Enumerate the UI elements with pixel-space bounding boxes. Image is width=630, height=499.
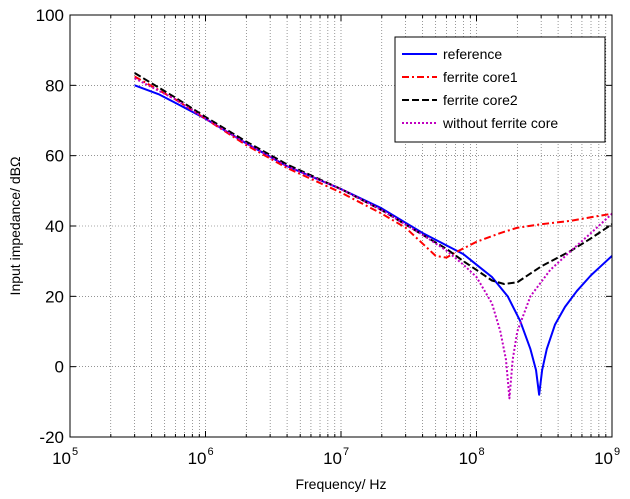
x-tick-exponent: 5: [72, 446, 78, 458]
x-tick-label: 10 8: [459, 446, 485, 468]
x-axis-label: Frequency/ Hz: [295, 476, 386, 492]
x-tick-base: 10: [188, 449, 207, 468]
y-tick-label: 80: [45, 76, 64, 95]
x-tick-label: 10 7: [323, 446, 349, 468]
series-line-1: [134, 75, 613, 259]
x-tick-base: 10: [52, 449, 71, 468]
legend-label: reference: [443, 46, 502, 62]
y-tick-label: -20: [39, 428, 64, 447]
y-axis-label: Input impedance/ dBΩ: [7, 157, 23, 296]
legend-label: ferrite core1: [443, 69, 518, 85]
x-tick-base: 10: [459, 449, 478, 468]
x-tick-base: 10: [323, 449, 342, 468]
series-line-2: [134, 72, 613, 286]
x-tick-label: 10 9: [594, 446, 620, 468]
y-tick-label: 20: [45, 287, 64, 306]
legend-label: ferrite core2: [443, 92, 518, 108]
x-tick-exponent: 7: [343, 446, 349, 458]
y-tick-label: 40: [45, 217, 64, 236]
y-tick-labels: -20 0 20 40 60 80 100: [36, 6, 64, 447]
series-line-3: [134, 77, 613, 400]
x-tick-base: 10: [594, 449, 613, 468]
legend: reference ferrite core1 ferrite core2 witho…: [394, 36, 606, 143]
x-tick-labels: 10 5 10 6 10 7 10 8 10 9: [52, 446, 620, 468]
x-tick-exponent: 6: [208, 446, 214, 458]
x-tick-label: 10 6: [188, 446, 214, 468]
x-tick-exponent: 9: [614, 446, 620, 458]
x-tick-exponent: 8: [479, 446, 485, 458]
axis-ticks: [70, 14, 612, 438]
legend-label: without ferrite core: [442, 115, 558, 131]
series-group: [134, 72, 613, 400]
y-tick-label: 100: [36, 6, 64, 25]
grid: [70, 15, 612, 437]
x-tick-label: 10 5: [52, 446, 78, 468]
y-tick-label: 0: [55, 358, 64, 377]
y-tick-label: 60: [45, 147, 64, 166]
